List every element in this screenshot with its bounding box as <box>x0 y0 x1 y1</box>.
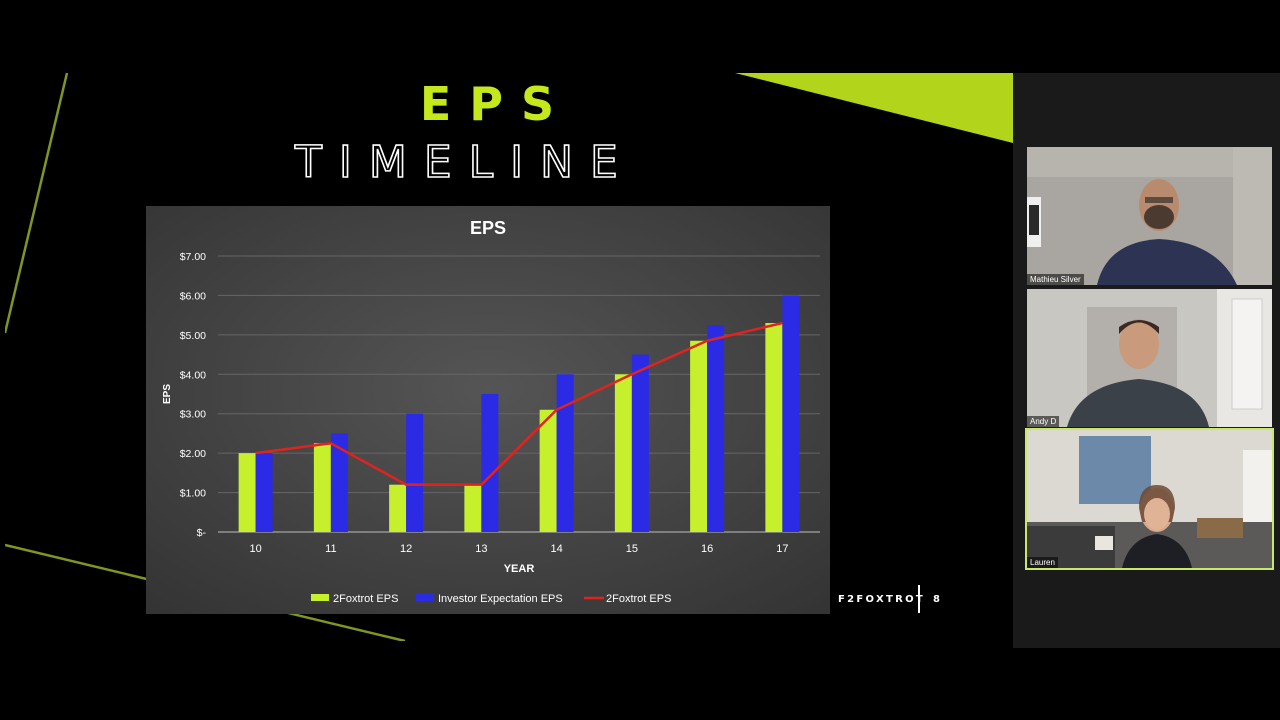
participant-tile-lauren[interactable]: Lauren <box>1025 428 1274 570</box>
y-tick-label: $5.00 <box>180 330 206 342</box>
bar-2foxtrot-eps <box>539 409 557 532</box>
y-tick-label: $6.00 <box>180 290 206 302</box>
bar-investor-expectation-eps <box>631 354 649 532</box>
legend-label: Investor Expectation EPS <box>438 593 563 605</box>
y-tick-label: $1.00 <box>180 488 206 500</box>
slide-title-eps: EPS <box>419 77 573 131</box>
participant-tile-andy[interactable]: Andy D <box>1027 289 1272 427</box>
x-tick-label: 13 <box>475 543 487 555</box>
x-tick-label: 15 <box>626 543 638 555</box>
bar-2foxtrot-eps <box>614 374 632 532</box>
y-tick-label: $7.00 <box>180 251 206 263</box>
legend-label: 2Foxtrot EPS <box>606 593 671 605</box>
legend-swatch <box>311 594 329 601</box>
bar-2foxtrot-eps <box>238 453 256 532</box>
legend-swatch <box>416 594 434 601</box>
y-tick-label: $- <box>197 527 207 539</box>
line-2foxtrot-eps <box>255 321 783 486</box>
x-tick-label: 11 <box>325 543 336 555</box>
person-video-icon <box>1027 147 1272 285</box>
participant-name: Andy D <box>1027 416 1060 427</box>
brand-logo-text: F2FOXTROT <box>838 594 926 605</box>
slide-page-number: 8 <box>933 594 940 605</box>
bar-investor-expectation-eps <box>481 394 499 532</box>
presentation-slide: EPS TIMELINE EPS EPS YEAR $- $1.00 $2.00 $3… <box>5 73 1013 641</box>
x-tick-label: 16 <box>701 543 713 555</box>
person-video-icon <box>1027 430 1272 568</box>
y-tick-label: $4.00 <box>180 369 206 381</box>
person-video-icon <box>1027 289 1272 427</box>
y-tick-label: $3.00 <box>180 409 206 421</box>
x-tick-label: 10 <box>250 543 262 555</box>
bar-2foxtrot-eps <box>464 484 482 532</box>
bar-investor-expectation-eps <box>406 413 424 532</box>
participant-name: Mathieu Silver <box>1027 274 1084 285</box>
eps-chart: EPS EPS YEAR $- $1.00 $2.00 $3.00 $4.00 $5.00… <box>146 206 830 614</box>
bar-2foxtrot-eps <box>389 484 407 532</box>
bar-2foxtrot-eps <box>313 443 331 532</box>
y-tick-label: $2.00 <box>180 448 206 460</box>
brand-divider <box>918 585 920 613</box>
eps-chart-svg: EPS EPS YEAR $- $1.00 $2.00 $3.00 $4.00 $5.00… <box>146 206 830 614</box>
x-axis-label: YEAR <box>504 563 535 575</box>
bar-investor-expectation-eps <box>556 374 574 532</box>
participant-name: Lauren <box>1027 557 1058 568</box>
x-tick-label: 14 <box>551 543 563 555</box>
legend-label: 2Foxtrot EPS <box>333 593 398 605</box>
bar-investor-expectation-eps <box>707 325 725 532</box>
chart-title: EPS <box>470 218 506 238</box>
x-tick-label: 12 <box>400 543 412 555</box>
accent-triangle <box>735 73 1013 143</box>
accent-line-left <box>5 73 69 334</box>
bar-investor-expectation-eps <box>330 433 348 532</box>
y-axis-label: EPS <box>162 384 173 404</box>
participant-tile-mathieu[interactable]: Mathieu Silver <box>1027 147 1272 285</box>
bar-2foxtrot-eps <box>690 340 708 532</box>
bar-investor-expectation-eps <box>782 295 800 532</box>
bar-2foxtrot-eps <box>765 323 783 532</box>
x-tick-label: 17 <box>776 543 788 555</box>
bar-investor-expectation-eps <box>255 453 273 532</box>
slide-title-timeline: TIMELINE <box>294 136 635 189</box>
